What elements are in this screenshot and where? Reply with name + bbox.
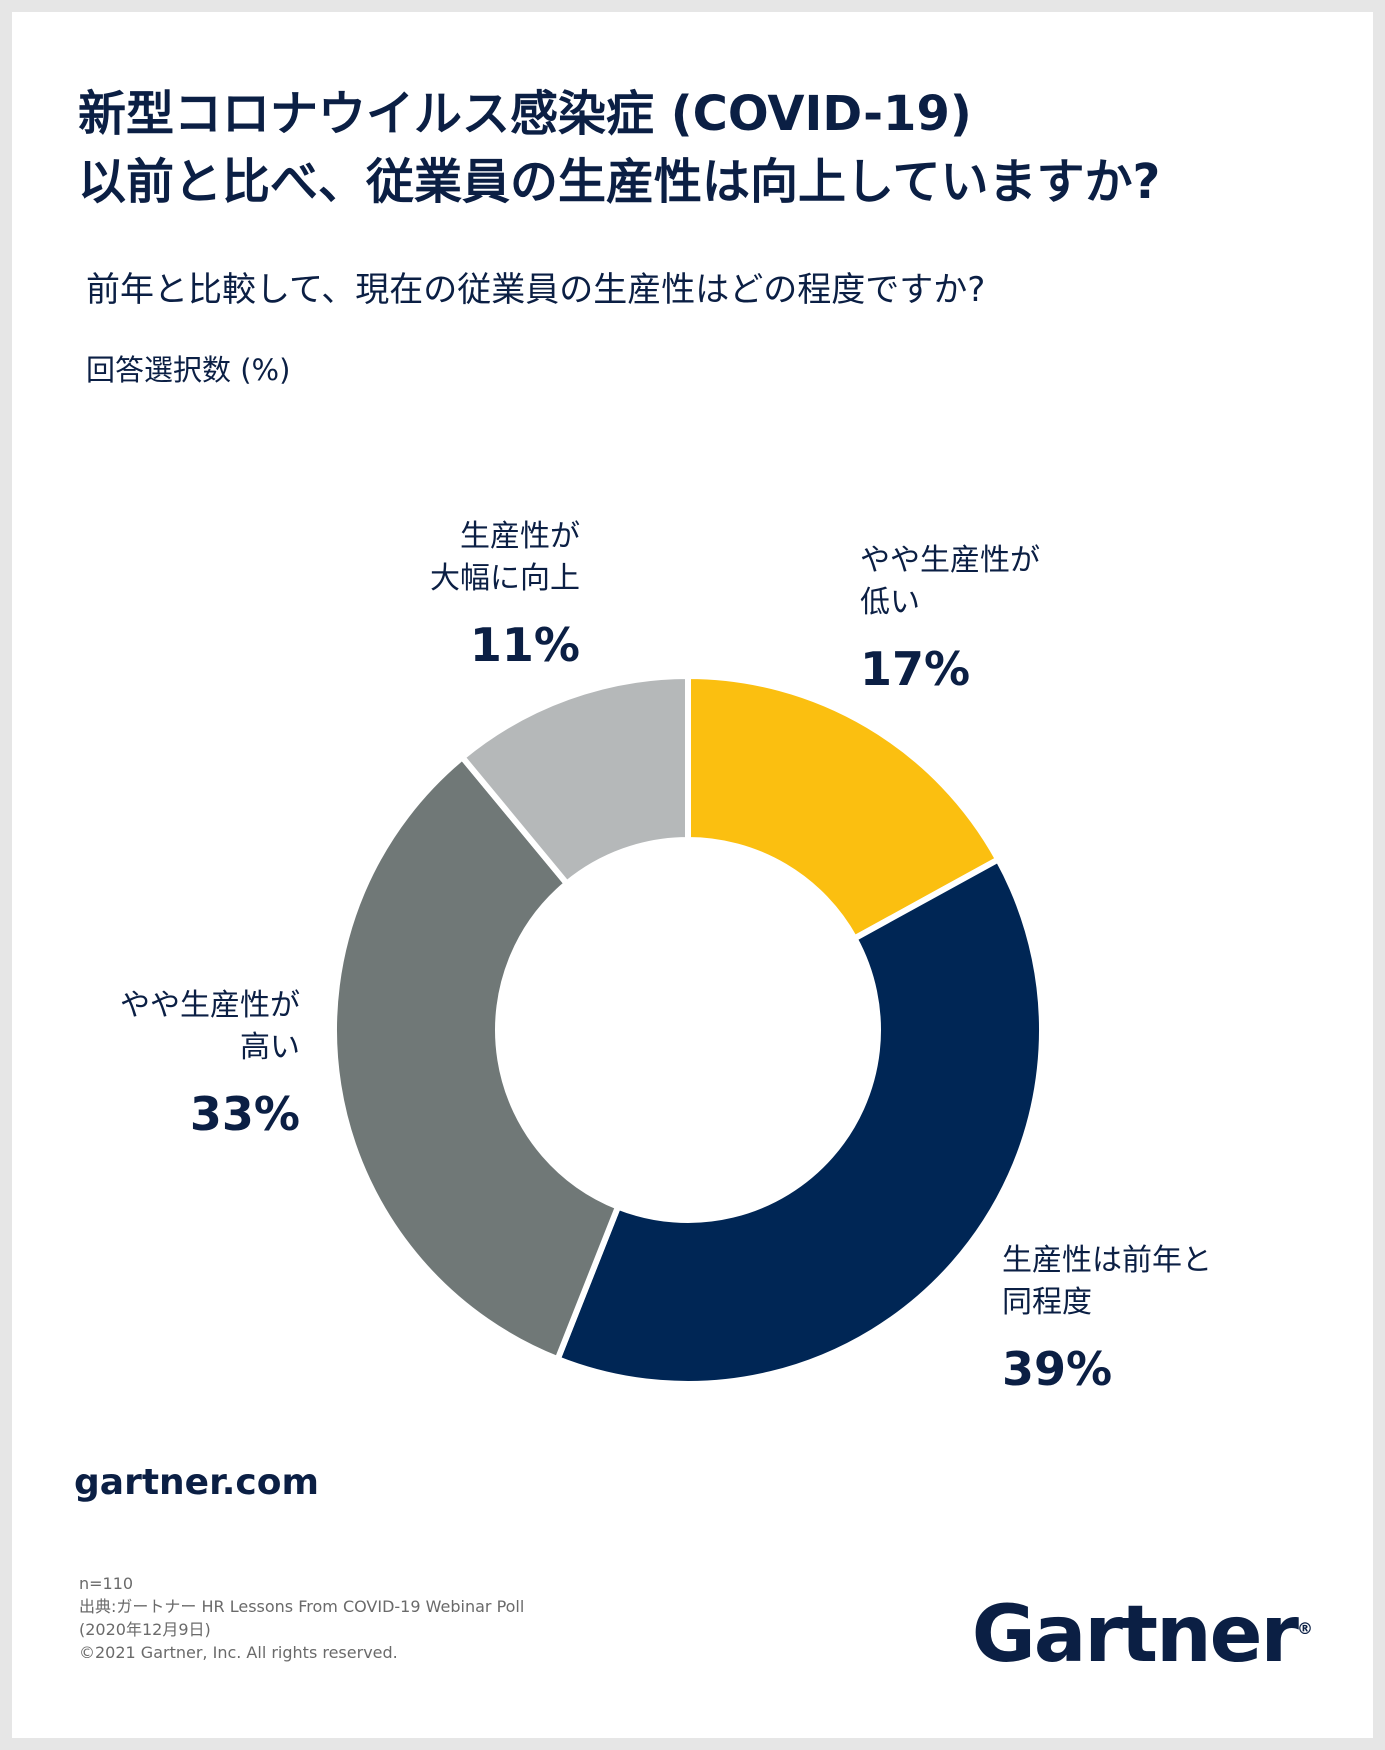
infographic-card <box>12 12 1373 1738</box>
slice-value-label: 11% <box>469 618 580 672</box>
footnotes: n=110 出典:ガートナー HR Lessons From COVID-19 … <box>79 1572 524 1664</box>
title-line-2: 以前と比べ、従業員の生産性は向上していますか? <box>78 154 1161 210</box>
slice-slightly-lower <box>685 672 1003 943</box>
slice-label-slightly-higher: やや生産性が 高い 33% <box>60 985 300 1143</box>
slice-label-line: 生産性は前年と <box>1002 1243 1212 1278</box>
slice-label-line: やや生産性が <box>120 988 300 1023</box>
slice-label-greatly-improved: 生産性が 大幅に向上 11% <box>340 516 580 674</box>
slice-slightly-higher <box>331 753 622 1364</box>
slice-label-line: 高い <box>240 1030 300 1065</box>
source-date: (2020年12月9日) <box>79 1620 211 1639</box>
chart-title: 新型コロナウイルス感染症 (COVID-19) 以前と比べ、従業員の生産性は向上… <box>78 80 1298 216</box>
slice-same <box>553 855 1045 1387</box>
slice-label-line: やや生産性が <box>860 543 1040 578</box>
gartner-logo: Gartner® <box>972 1590 1313 1680</box>
slice-value-label: 33% <box>189 1087 300 1141</box>
copyright: ©2021 Gartner, Inc. All rights reserved. <box>79 1643 398 1662</box>
title-line-1: 新型コロナウイルス感染症 (COVID-19) <box>78 86 972 142</box>
website-link[interactable]: gartner.com <box>74 1462 319 1503</box>
source-line: 出典:ガートナー HR Lessons From COVID-19 Webina… <box>79 1597 525 1616</box>
chart-subtitle: 前年と比較して、現在の従業員の生産性はどの程度ですか? <box>86 270 986 310</box>
slice-label-same: 生産性は前年と 同程度 39% <box>1002 1240 1212 1398</box>
slice-label-line: 生産性が <box>460 519 580 554</box>
logo-text: Gartner <box>971 1590 1299 1680</box>
sample-size: n=110 <box>79 1574 134 1593</box>
unit-label: 回答選択数 (%) <box>86 353 291 387</box>
slice-label-slightly-lower: やや生産性が 低い 17% <box>860 540 1040 698</box>
slice-greatly-improved <box>458 672 691 888</box>
slice-value-label: 17% <box>860 642 971 696</box>
slice-label-line: 大幅に向上 <box>430 561 580 596</box>
registered-mark: ® <box>1297 1619 1313 1638</box>
slice-value-label: 39% <box>1002 1342 1113 1396</box>
slice-label-line: 低い <box>860 585 920 620</box>
slice-label-line: 同程度 <box>1002 1285 1092 1320</box>
